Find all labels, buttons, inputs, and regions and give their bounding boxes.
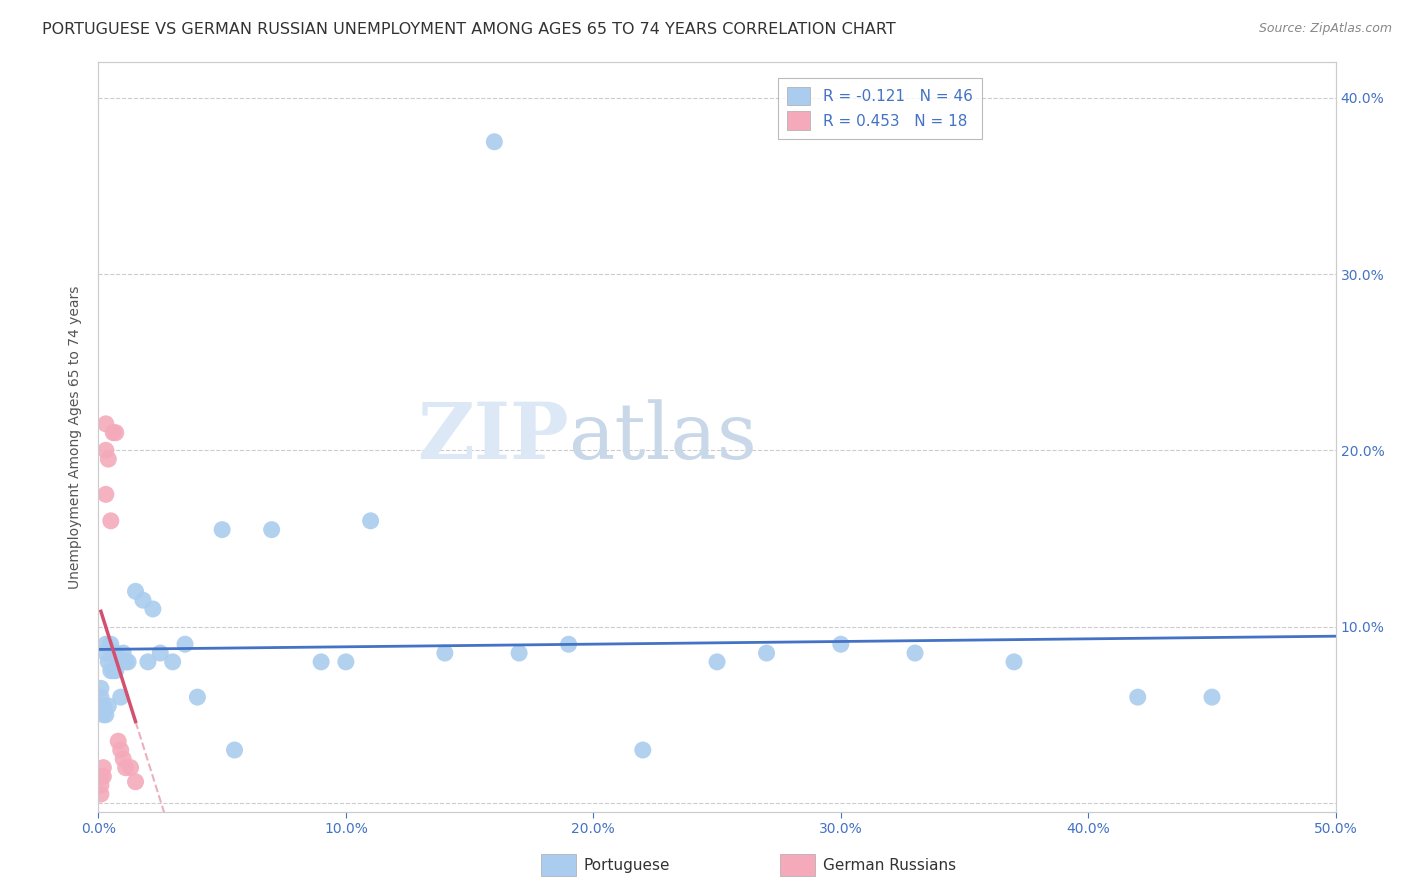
Point [90,690,112,705]
Point [94,487,117,501]
Y-axis label: Unemployment Among Ages 65 to 74 years: Unemployment Among Ages 65 to 74 years [69,285,83,589]
Point [97,452,120,467]
Point [93,761,115,775]
Point [93,769,115,783]
Point [186,690,208,705]
Point [94,417,117,431]
Point [1126,690,1149,705]
Point [557,637,579,651]
Point [112,752,135,766]
Point [508,646,530,660]
Point [211,523,233,537]
Point [90,787,112,801]
Point [107,734,129,748]
Point [100,664,122,678]
Point [114,761,136,775]
Point [132,593,155,607]
Point [90,769,112,783]
Point [93,707,115,722]
Point [114,655,136,669]
Point [631,743,654,757]
Point [136,655,159,669]
Point [433,646,456,660]
Text: Source: ZipAtlas.com: Source: ZipAtlas.com [1258,22,1392,36]
Text: Portuguese: Portuguese [583,858,671,872]
Text: German Russians: German Russians [823,858,956,872]
Text: atlas: atlas [568,400,758,475]
Point [104,664,127,678]
Point [97,698,120,713]
Point [1002,655,1025,669]
Point [149,646,172,660]
Text: PORTUGUESE VS GERMAN RUSSIAN UNEMPLOYMENT AMONG AGES 65 TO 74 YEARS CORRELATION : PORTUGUESE VS GERMAN RUSSIAN UNEMPLOYMEN… [42,22,896,37]
Point [90,778,112,792]
Point [904,646,927,660]
Point [117,655,139,669]
Legend: R = -0.121   N = 46, R = 0.453   N = 18: R = -0.121 N = 46, R = 0.453 N = 18 [779,78,981,139]
Point [110,690,132,705]
Point [224,743,246,757]
Point [100,637,122,651]
Point [706,655,728,669]
Point [360,514,382,528]
Point [103,425,125,440]
Point [112,646,135,660]
Point [830,637,852,651]
Point [94,707,117,722]
Point [93,698,115,713]
Point [90,681,112,696]
Point [110,743,132,757]
Point [335,655,357,669]
Point [755,646,778,660]
Point [104,425,127,440]
Point [103,646,125,660]
Point [120,761,142,775]
Point [260,523,283,537]
Point [97,655,120,669]
Text: ZIP: ZIP [418,399,568,475]
Point [124,774,146,789]
Point [103,664,125,678]
Point [142,602,165,616]
Point [162,655,184,669]
Point [484,135,506,149]
Point [107,655,129,669]
Point [124,584,146,599]
Point [100,514,122,528]
Point [174,637,197,651]
Point [94,646,117,660]
Point [1201,690,1223,705]
Point [309,655,332,669]
Point [94,443,117,458]
Point [104,646,127,660]
Point [94,637,117,651]
